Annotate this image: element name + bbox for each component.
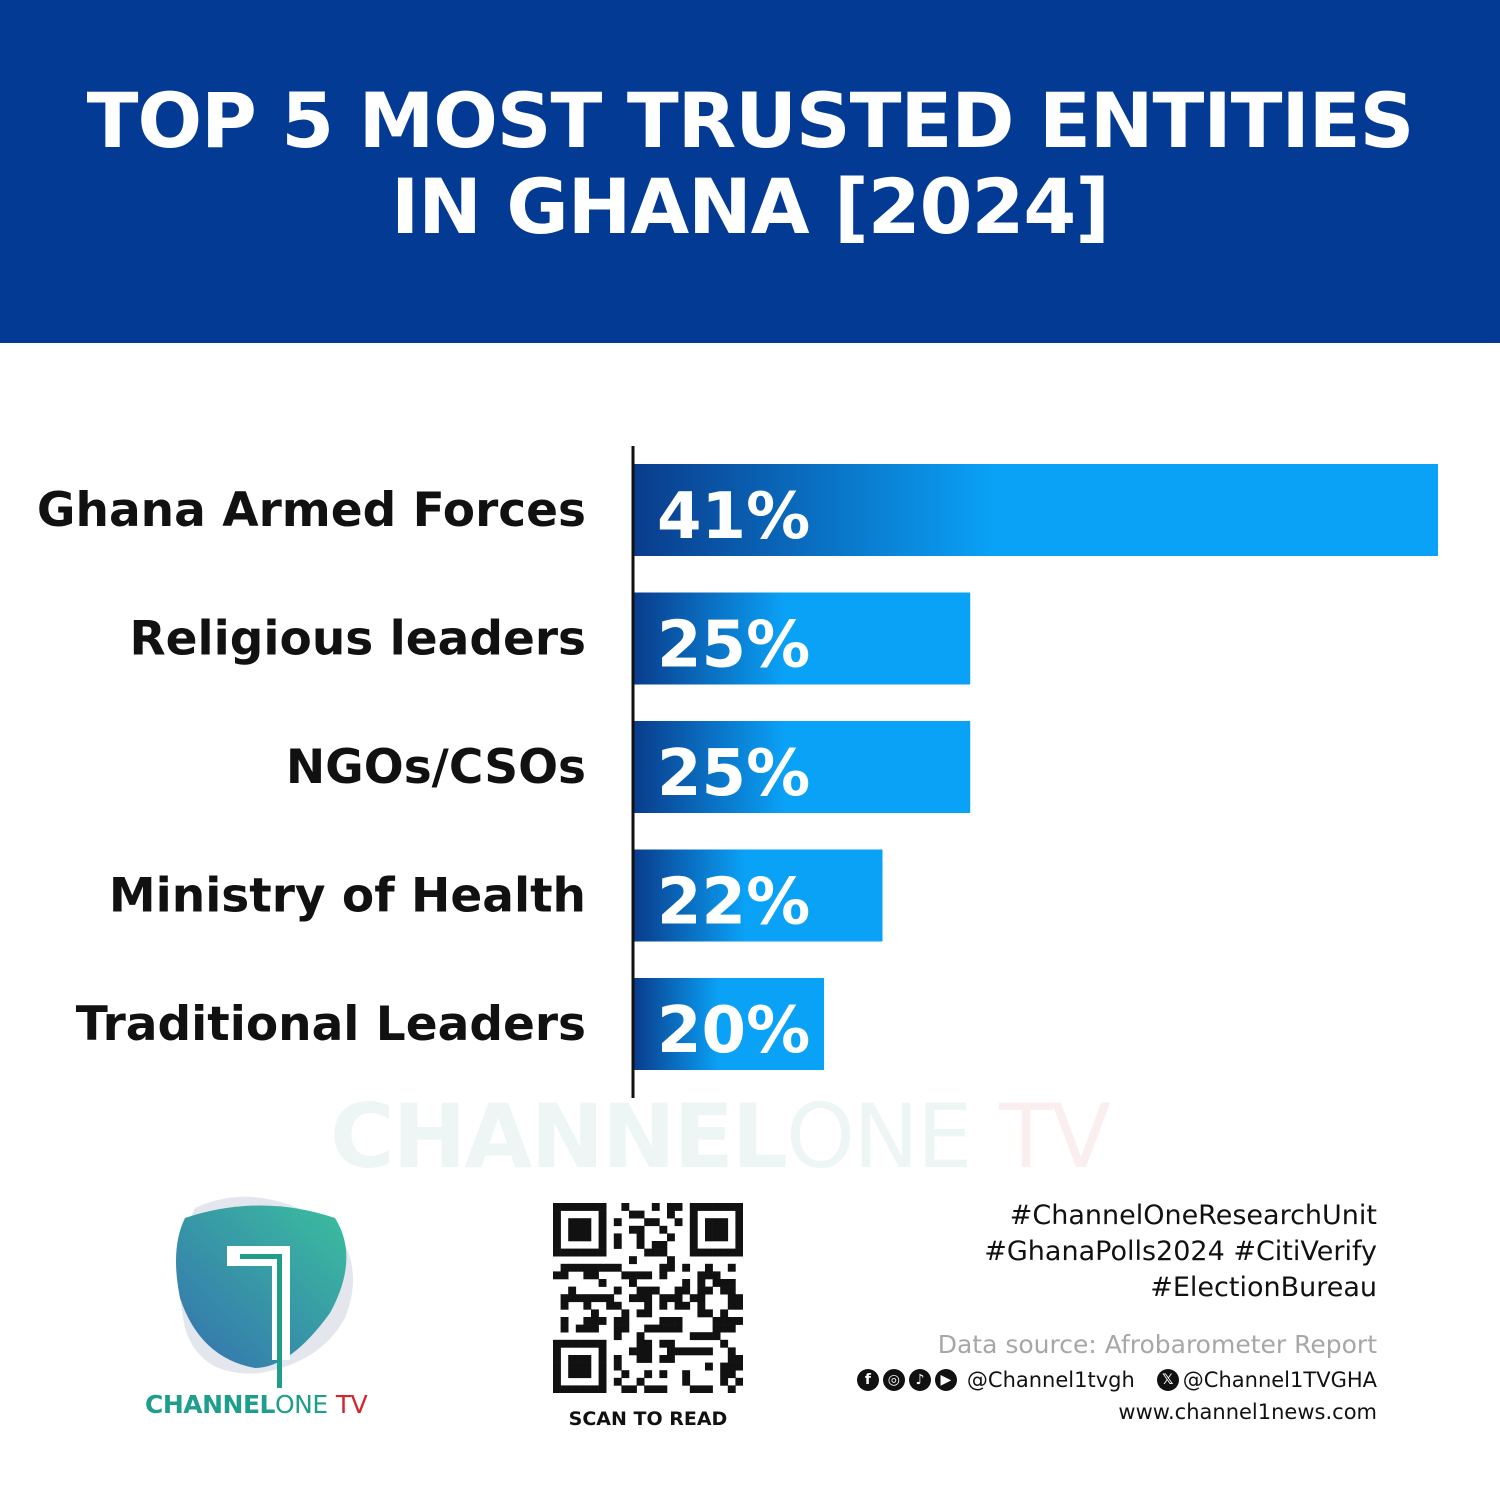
social-handles: f ◎ ♪ ▶ @Channel1tvgh 𝕏 @Channel1TVGHA [856, 1368, 1377, 1392]
website-link[interactable]: www.channel1news.com [1118, 1400, 1377, 1424]
category-label: Ministry of Health [109, 869, 586, 924]
facebook-icon[interactable]: f [856, 1369, 879, 1391]
bar-2 [634, 721, 971, 813]
youtube-icon[interactable]: ▶ [934, 1369, 957, 1391]
hashtags: #ChannelOneResearchUnit #GhanaPolls2024 … [984, 1198, 1377, 1306]
data-source: Data source: Afrobarometer Report [937, 1330, 1377, 1359]
logo-wordmark: CHANNELONE TV [145, 1390, 368, 1419]
qr-code[interactable] [553, 1203, 743, 1393]
x-icon[interactable]: 𝕏 [1156, 1369, 1179, 1391]
hashtag-line: #GhanaPolls2024 #CitiVerify [984, 1236, 1377, 1267]
bar-chart: 41% Ghana Armed Forces 25% Religious leader… [37, 446, 1438, 1098]
data-label: 20% [657, 994, 810, 1068]
tiktok-icon[interactable]: ♪ [908, 1369, 931, 1391]
category-label: NGOs/CSOs [286, 740, 586, 795]
channelone-logo [176, 1196, 353, 1388]
hashtag-line: #ChannelOneResearchUnit [1009, 1200, 1377, 1231]
bar-0 [634, 464, 1438, 556]
title-line-1: TOP 5 MOST TRUSTED ENTITIES [86, 76, 1415, 165]
data-label: 25% [657, 737, 810, 811]
qr-caption: SCAN TO READ [568, 1408, 728, 1430]
handle-channel1tvgh[interactable]: @Channel1tvgh [966, 1368, 1135, 1392]
data-label: 41% [657, 480, 810, 554]
category-label: Traditional Leaders [76, 997, 586, 1052]
data-label: 22% [657, 866, 810, 940]
header-banner: TOP 5 MOST TRUSTED ENTITIES IN GHANA [20… [0, 0, 1500, 343]
category-label: Ghana Armed Forces [37, 483, 586, 538]
handle-channel1tvgha[interactable]: @Channel1TVGHA [1182, 1368, 1377, 1392]
data-label: 25% [657, 609, 810, 683]
bar-1 [634, 592, 971, 685]
hashtag-line: #ElectionBureau [1150, 1272, 1377, 1303]
bar-4 [634, 978, 825, 1070]
category-label: Religious leaders [129, 612, 586, 667]
watermark: CHANNELONE TV [330, 1085, 1111, 1188]
bar-3 [634, 849, 883, 942]
page-title: TOP 5 MOST TRUSTED ENTITIES IN GHANA [20… [0, 78, 1500, 250]
title-line-2: IN GHANA [2024] [390, 162, 1110, 251]
instagram-icon[interactable]: ◎ [882, 1369, 905, 1391]
